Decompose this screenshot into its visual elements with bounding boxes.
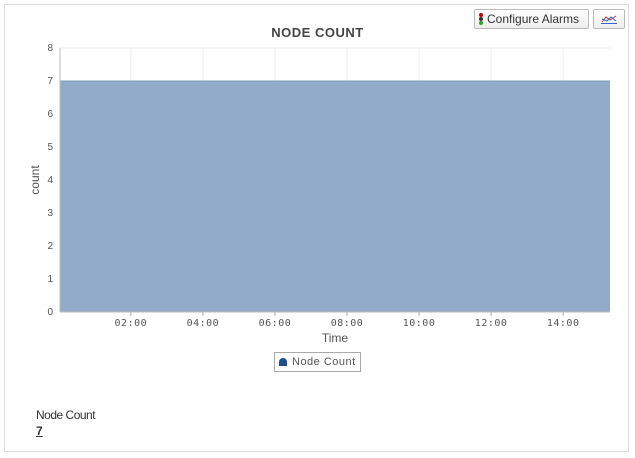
y-tick-label: 0	[47, 307, 53, 318]
y-tick-label: 8	[47, 43, 53, 54]
y-tick-label: 7	[47, 76, 53, 87]
configure-alarms-button[interactable]: Configure Alarms	[474, 9, 589, 29]
y-tick-label: 1	[47, 274, 53, 285]
y-tick-label: 2	[47, 241, 53, 252]
summary-value-link[interactable]: 7	[36, 424, 43, 438]
configure-alarms-label: Configure Alarms	[487, 12, 580, 26]
chart-title: NODE COUNT	[271, 25, 364, 40]
summary-label: Node Count	[36, 408, 96, 422]
x-axis-label: Time	[322, 331, 349, 345]
traffic-light-icon	[479, 13, 483, 25]
line-chart-icon	[601, 15, 617, 24]
x-tick-label: 08:00	[331, 318, 364, 329]
x-tick-label: 04:00	[187, 318, 220, 329]
y-tick-label: 4	[47, 175, 53, 186]
area-series	[60, 81, 610, 312]
y-axis-label: count	[28, 165, 42, 195]
legend-label: Node Count	[292, 356, 356, 368]
legend-item-node-count[interactable]: Node Count	[274, 352, 361, 372]
y-tick-label: 6	[47, 109, 53, 120]
y-tick-label: 3	[47, 208, 53, 219]
x-tick-label: 10:00	[403, 318, 436, 329]
chart-type-button[interactable]	[593, 9, 625, 29]
x-tick-label: 02:00	[115, 318, 148, 329]
x-tick-label: 14:00	[547, 318, 580, 329]
x-tick-label: 12:00	[475, 318, 508, 329]
legend-swatch	[279, 358, 287, 366]
y-tick-label: 5	[47, 142, 53, 153]
x-tick-label: 06:00	[259, 318, 292, 329]
